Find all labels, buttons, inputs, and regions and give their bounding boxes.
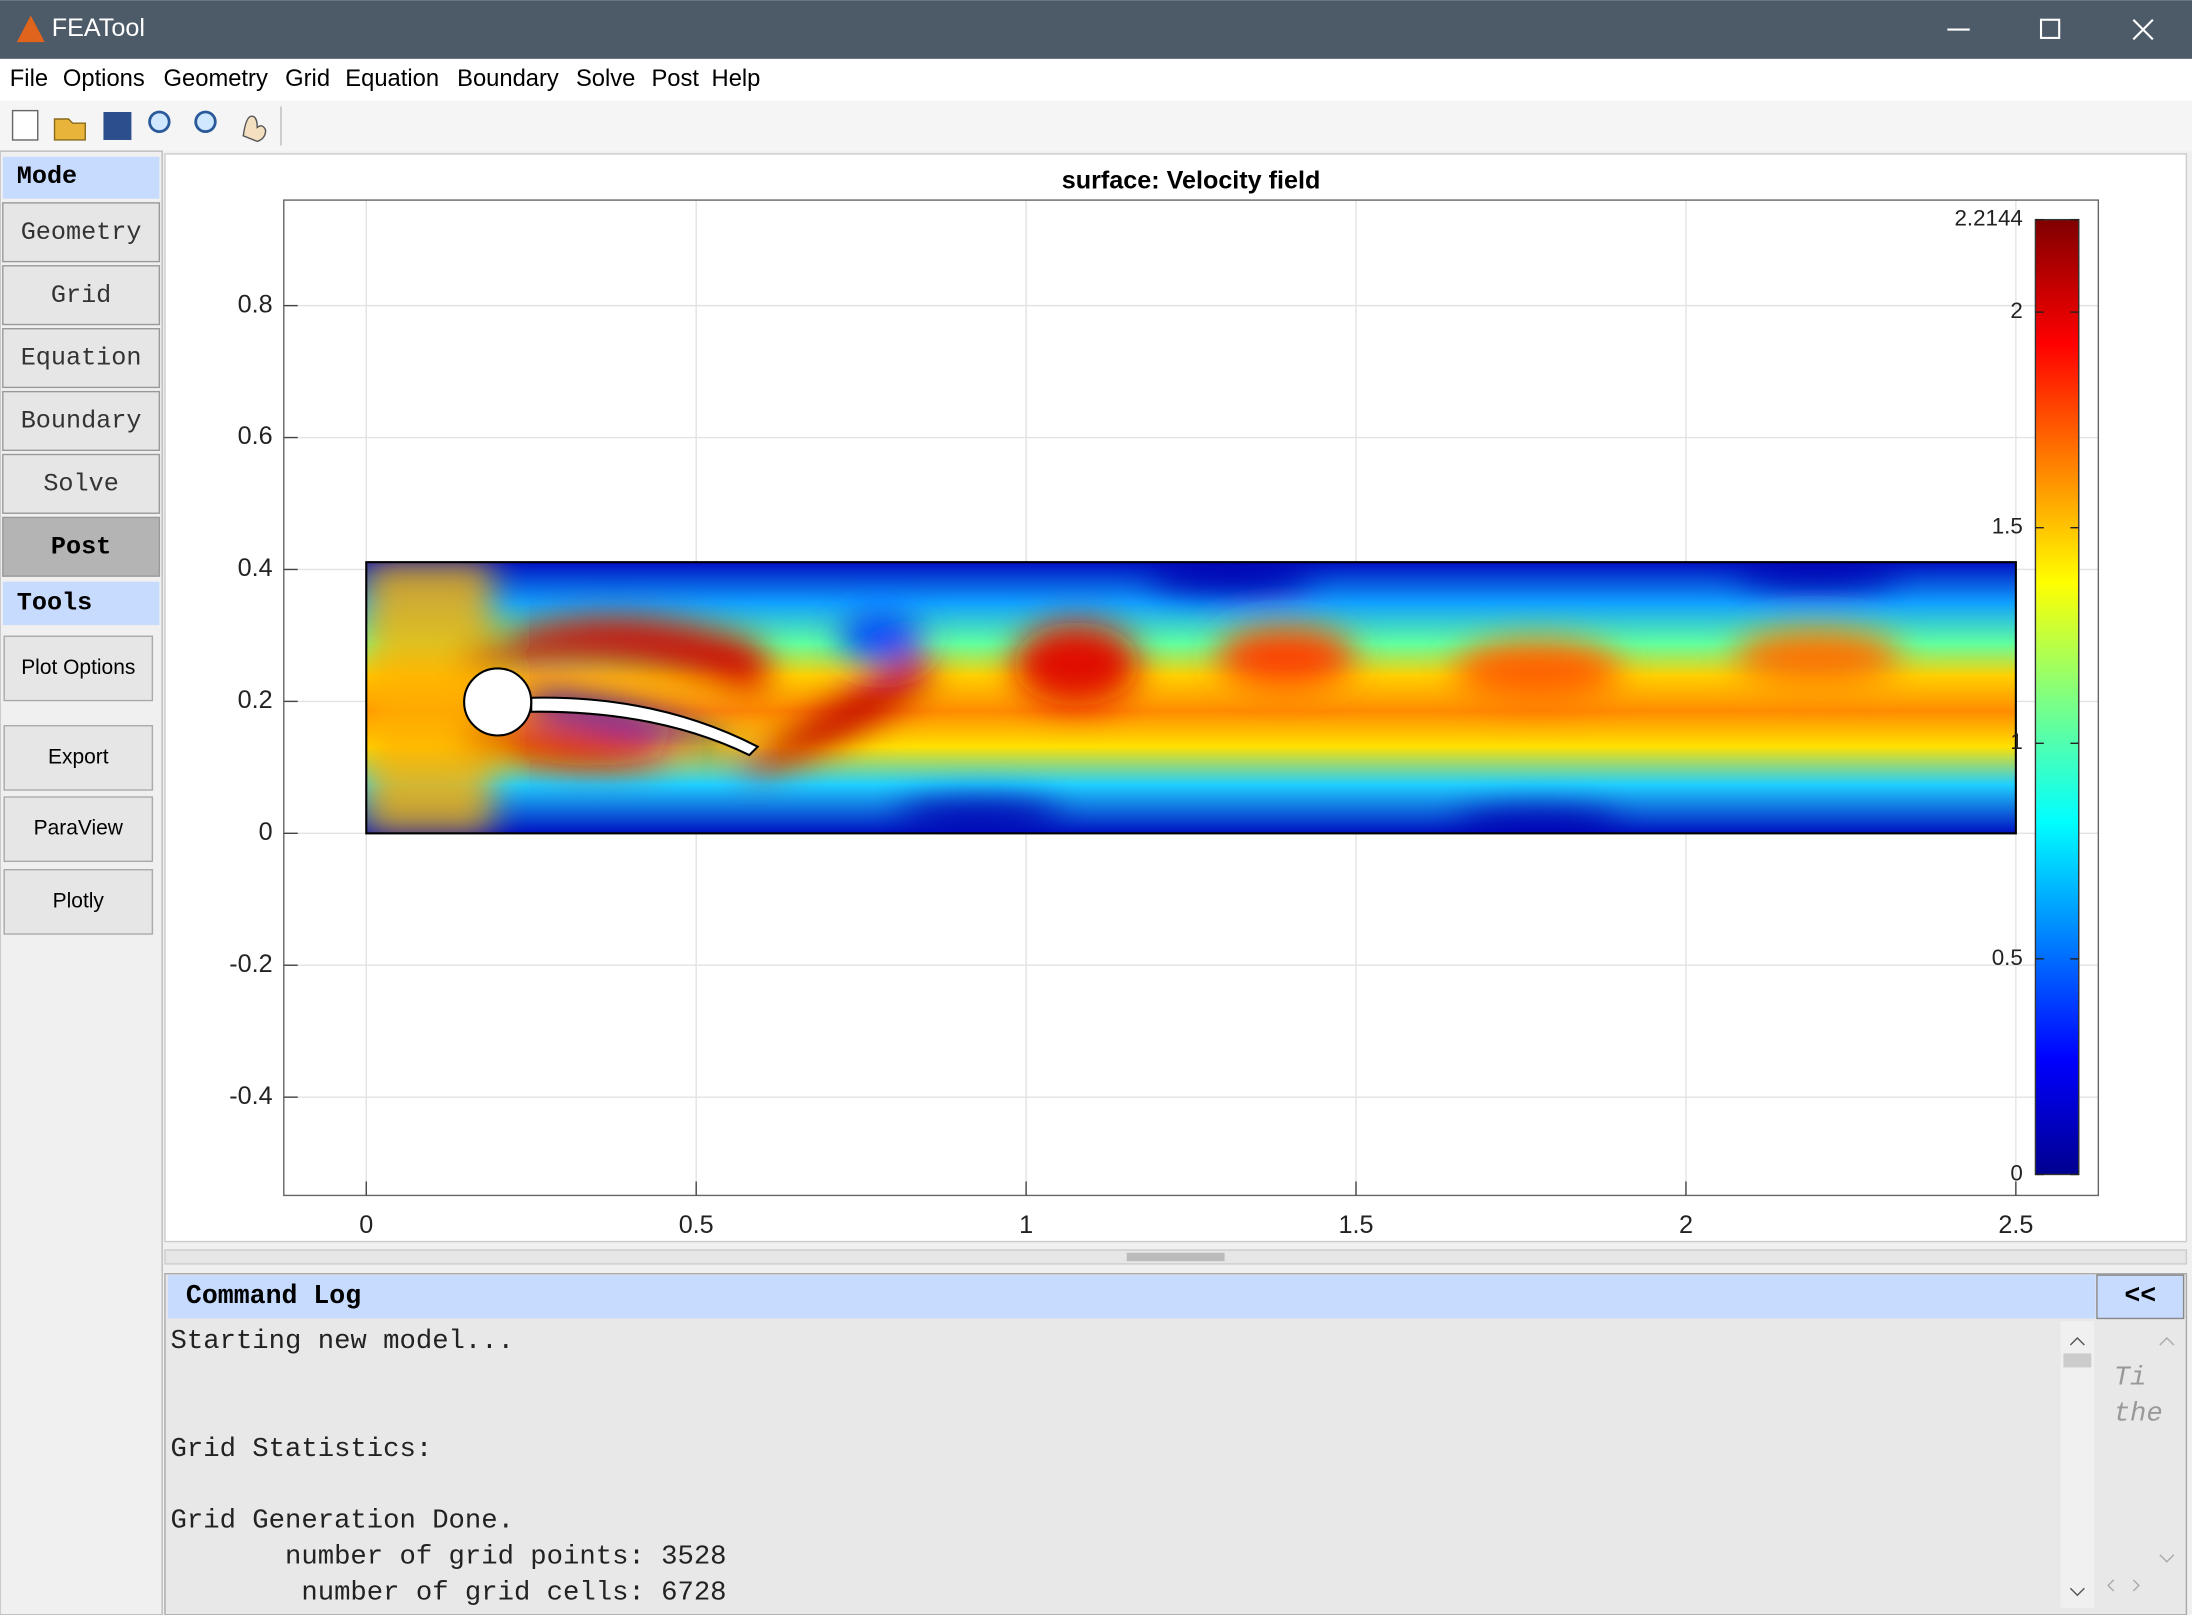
app-icon xyxy=(16,15,45,43)
collapse-button[interactable] xyxy=(2096,1274,2185,1320)
y-tick-label: 0.8 xyxy=(238,290,273,318)
tip-line: the xyxy=(2114,1399,2163,1430)
menu-item[interactable]: Options xyxy=(63,65,145,92)
zoom-in-icon[interactable] xyxy=(148,110,171,133)
mode-button-label[interactable]: Post xyxy=(51,532,111,561)
x-tick-label: 2.5 xyxy=(1998,1211,2033,1239)
x-tick-label: 1.5 xyxy=(1339,1211,1374,1239)
mode-button-label[interactable]: Solve xyxy=(43,470,118,499)
menu-item[interactable]: Boundary xyxy=(457,65,559,92)
toolbar xyxy=(0,100,2192,152)
x-tick-label: 0.5 xyxy=(679,1211,714,1239)
maximize[interactable] xyxy=(2039,18,2061,39)
close[interactable] xyxy=(2132,19,2154,41)
tip-scroll-arrows[interactable] xyxy=(2107,1337,2175,1592)
x-tick-label: 0 xyxy=(359,1211,373,1239)
toolbar-icons xyxy=(11,106,282,146)
tool-button[interactable] xyxy=(3,725,154,791)
window-title: FEATool xyxy=(52,14,145,42)
axes-box xyxy=(283,199,2100,1197)
new-icon[interactable] xyxy=(11,109,39,141)
mode-button-label[interactable]: Geometry xyxy=(21,218,142,247)
tool-button[interactable] xyxy=(3,869,154,935)
y-tick-label: -0.4 xyxy=(229,1082,272,1110)
tools-header-text: Tools xyxy=(17,588,92,617)
colorbar-tick-label: 0 xyxy=(2010,1160,2022,1185)
log-line: Grid Generation Done. xyxy=(171,1506,514,1537)
mode-button-label[interactable]: Boundary xyxy=(21,407,142,436)
open-icon[interactable] xyxy=(53,118,86,141)
colorbar-tick-label: 0.5 xyxy=(1992,945,2023,970)
mode-button-label[interactable]: Equation xyxy=(21,344,142,373)
ticks: 0 0.5 1 1.5 2 2.5 -0.4 -0.2 0 0.2 0.4 0.6 0.8 0 0.5 1 1.… xyxy=(229,206,2079,1239)
log-line: number of grid cells: 6728 xyxy=(171,1578,727,1609)
tool-button-label[interactable]: Plotly xyxy=(53,889,105,912)
colorbar-tick-label: 2 xyxy=(2010,298,2022,323)
tool-buttons: Plot Options Export ParaView Plotly xyxy=(3,635,154,935)
log-line: Grid Statistics: xyxy=(171,1434,433,1465)
log-scroll-thumb[interactable] xyxy=(2063,1353,2092,1368)
colorbar xyxy=(2034,218,2080,1176)
menu-bar xyxy=(0,58,2192,101)
mode-button[interactable] xyxy=(2,265,161,326)
menu-item[interactable]: Help xyxy=(712,65,761,92)
command-log-panel xyxy=(164,1273,2188,1615)
menu: File Options Geometry Grid Equation Boundary S… xyxy=(10,65,761,92)
mode-button[interactable] xyxy=(2,390,161,452)
mode-button[interactable] xyxy=(2,328,161,389)
tool-button-label[interactable]: ParaView xyxy=(34,817,124,840)
tool-button[interactable] xyxy=(3,635,154,702)
y-tick-label: 0 xyxy=(259,818,273,846)
cylinder xyxy=(463,667,533,737)
pan-icon[interactable] xyxy=(242,115,267,143)
mode-buttons: Geometry Grid Equation Boundary Solve Post xyxy=(2,202,161,577)
title-bar xyxy=(0,0,2192,59)
log-scrollbar[interactable] xyxy=(2060,1321,2095,1608)
tool-button[interactable] xyxy=(3,796,154,863)
save-icon[interactable] xyxy=(103,112,132,140)
collapse-button-text[interactable]: << xyxy=(2124,1281,2156,1311)
command-log: Starting new model... Grid Statistics: Gri… xyxy=(171,1326,727,1608)
log-line: number of grid points: 3528 xyxy=(171,1542,727,1573)
colorbar-tick-label: 1 xyxy=(2010,729,2022,754)
flap xyxy=(530,696,760,757)
log-scroll-arrows[interactable] xyxy=(2069,1337,2085,1597)
log-line: Starting new model... xyxy=(171,1326,514,1357)
domain-boundary xyxy=(365,561,2017,835)
mode-button[interactable] xyxy=(2,202,161,263)
y-tick-label: 0.6 xyxy=(238,422,273,450)
x-tick-label: 1 xyxy=(1019,1211,1033,1239)
mode-header xyxy=(2,156,160,199)
splitter-handle[interactable] xyxy=(1126,1252,1225,1262)
mode-button[interactable] xyxy=(2,516,161,577)
y-tick-label: -0.2 xyxy=(229,950,272,978)
x-tick-label: 2 xyxy=(1679,1211,1693,1239)
zoom-out-icon[interactable] xyxy=(194,110,217,133)
mode-header-text: Mode xyxy=(17,162,77,191)
menu-item[interactable]: Geometry xyxy=(164,65,268,92)
colorbar-tick-label: 1.5 xyxy=(1992,514,2023,539)
tool-button-label[interactable]: Export xyxy=(48,745,109,768)
velocity-field xyxy=(366,562,2016,834)
tip-line: Ti xyxy=(2114,1362,2147,1393)
tool-button-label[interactable]: Plot Options xyxy=(21,656,135,679)
menu-item[interactable]: Post xyxy=(651,65,699,92)
command-log-title: Command Log xyxy=(186,1281,361,1311)
menu-item[interactable]: File xyxy=(10,65,48,92)
y-tick-label: 0.2 xyxy=(238,686,273,714)
tools-header xyxy=(2,581,160,626)
menu-item[interactable]: Equation xyxy=(345,65,439,92)
mode-button-label[interactable]: Grid xyxy=(51,281,111,310)
colorbar-tick-label: 2.2144 xyxy=(1954,206,2022,231)
field-base xyxy=(366,562,2016,834)
y-tick-label: 0.4 xyxy=(238,554,273,582)
menu-item[interactable]: Grid xyxy=(285,65,330,92)
plot-title: surface: Velocity field xyxy=(1062,167,1321,195)
menu-item[interactable]: Solve xyxy=(576,65,635,92)
command-log-header xyxy=(167,1275,2096,1319)
mode-button[interactable] xyxy=(2,453,161,514)
